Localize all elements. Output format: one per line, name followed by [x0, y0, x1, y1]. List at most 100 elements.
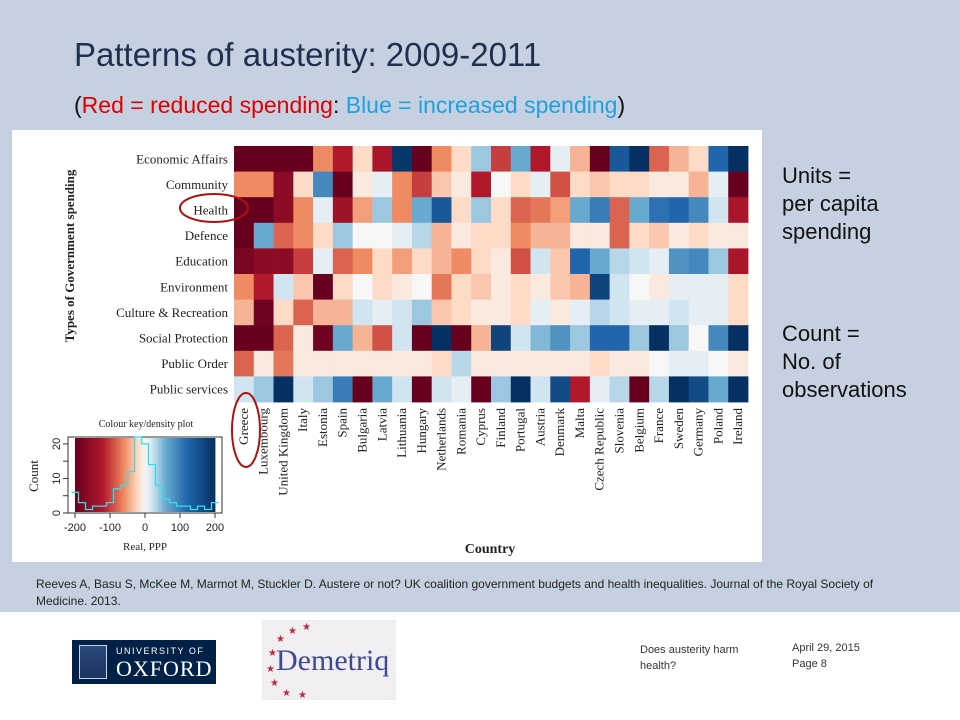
heatmap-cell — [431, 350, 452, 377]
heatmap-cell — [451, 248, 472, 275]
key-gradient-strip — [182, 438, 186, 512]
heatmap-cell — [352, 197, 373, 224]
heatmap-cell — [293, 222, 314, 249]
heatmap-cell — [708, 274, 729, 300]
heatmap-cell — [411, 222, 433, 249]
heatmap-cell — [491, 171, 512, 198]
heatmap-cell — [649, 171, 670, 198]
heatmap-cell — [471, 299, 492, 326]
key-x-ticks: -200 -100 0 100 200 — [64, 513, 224, 534]
heatmap-cell — [411, 376, 433, 403]
heatmap-cell — [392, 299, 413, 326]
heatmap-cell — [609, 325, 630, 352]
heatmap-cell — [550, 197, 571, 224]
row-label: Culture & Recreation — [116, 305, 228, 320]
heatmap-cell — [668, 376, 690, 403]
heatmap-cell — [273, 325, 294, 352]
heatmap-cell — [253, 171, 274, 198]
heatmap-cell — [273, 350, 294, 377]
heatmap-cell — [234, 274, 255, 300]
count-note-line: observations — [782, 377, 907, 402]
key-y-ticks: 0 10 20 — [51, 438, 68, 516]
heatmap-cell — [688, 171, 709, 198]
heatmap-cell — [451, 171, 472, 198]
key-gradient-strip — [156, 438, 160, 512]
heatmap-cell — [352, 274, 373, 300]
key-gradient-strip — [189, 438, 193, 512]
heatmap-cell — [352, 222, 373, 249]
heatmap-cell — [668, 248, 690, 275]
key-gradient-strip — [138, 438, 141, 512]
heatmap-cell — [431, 325, 452, 352]
row-label: Community — [166, 177, 229, 192]
key-gradient-strip — [93, 438, 97, 512]
row-label: Social Protection — [139, 331, 229, 346]
heatmap-cell — [431, 274, 452, 300]
heatmap-cell — [728, 197, 749, 224]
heatmap-cell — [649, 146, 670, 172]
heatmap-cell — [550, 222, 571, 249]
heatmap-cell — [510, 197, 531, 224]
heatmap-cell — [234, 171, 255, 198]
heatmap-cell — [332, 350, 354, 377]
heatmap-cell — [589, 376, 611, 403]
key-gradient-strip — [100, 438, 104, 512]
count-note-line: No. of — [782, 349, 841, 374]
heatmap-cell — [530, 197, 551, 224]
heatmap-cell — [234, 146, 255, 172]
heatmap-cell — [550, 299, 571, 326]
heatmap-cell — [570, 299, 591, 326]
heatmap-cell — [253, 197, 274, 224]
heatmap-cell — [352, 146, 373, 172]
heatmap-cell — [708, 146, 729, 172]
heatmap-cell — [451, 197, 472, 224]
key-gradient-strip — [105, 438, 109, 512]
heatmap-cell — [273, 274, 294, 300]
heatmap-cell — [471, 350, 492, 377]
column-label: Hungary — [414, 408, 429, 454]
heatmap-cell — [352, 299, 373, 326]
heatmap-cell — [510, 146, 531, 172]
heatmap-cell — [253, 146, 274, 172]
oxford-crest-icon — [79, 645, 107, 679]
row-labels: Economic Affairs Community Health Defence Ed… — [116, 151, 229, 396]
heatmap-cell — [589, 325, 611, 352]
key-gradient-strip — [194, 438, 197, 512]
units-note: Units = per capita spending — [782, 162, 879, 246]
svg-text:★: ★ — [268, 648, 277, 659]
column-label: Romania — [453, 408, 468, 455]
heatmap-cell — [491, 274, 512, 300]
demetriq-wordmark: Demetriq — [276, 644, 390, 677]
key-gradient-strip — [163, 438, 167, 512]
key-x-tick-label: 0 — [142, 522, 148, 534]
heatmap-cell — [491, 222, 512, 249]
heatmap-cell — [688, 197, 709, 224]
heatmap-cell — [372, 248, 393, 275]
heatmap-cell — [431, 222, 452, 249]
key-gradient-strip — [203, 438, 207, 512]
heatmap-cell — [253, 325, 274, 352]
key-gradient-strip — [124, 438, 127, 512]
heatmap-cell — [293, 248, 314, 275]
heatmap-cell — [253, 350, 274, 377]
key-gradient-strip — [198, 438, 202, 512]
heatmap-cell — [352, 248, 373, 275]
heatmap-cell — [570, 171, 591, 198]
key-gradient-strip — [208, 438, 211, 512]
heatmap-cell — [589, 222, 611, 249]
heatmap-cell — [352, 376, 373, 403]
heatmap-cell — [728, 146, 749, 172]
row-label: Defence — [185, 228, 229, 243]
key-gradient-strip — [184, 438, 188, 512]
heatmap-cell — [332, 222, 354, 249]
heatmap-cell — [629, 197, 650, 224]
heatmap-cell — [688, 376, 709, 403]
heatmap-cell — [273, 146, 294, 172]
heatmap-cell — [570, 350, 591, 377]
heatmap-cell — [234, 325, 255, 352]
column-label: Cyprus — [473, 408, 488, 446]
column-label: Slovenia — [612, 408, 627, 454]
oxford-logo: UNIVERSITY OF OXFORD — [72, 640, 216, 684]
key-gradient-strip — [173, 438, 176, 512]
heatmap-cell — [688, 274, 709, 300]
